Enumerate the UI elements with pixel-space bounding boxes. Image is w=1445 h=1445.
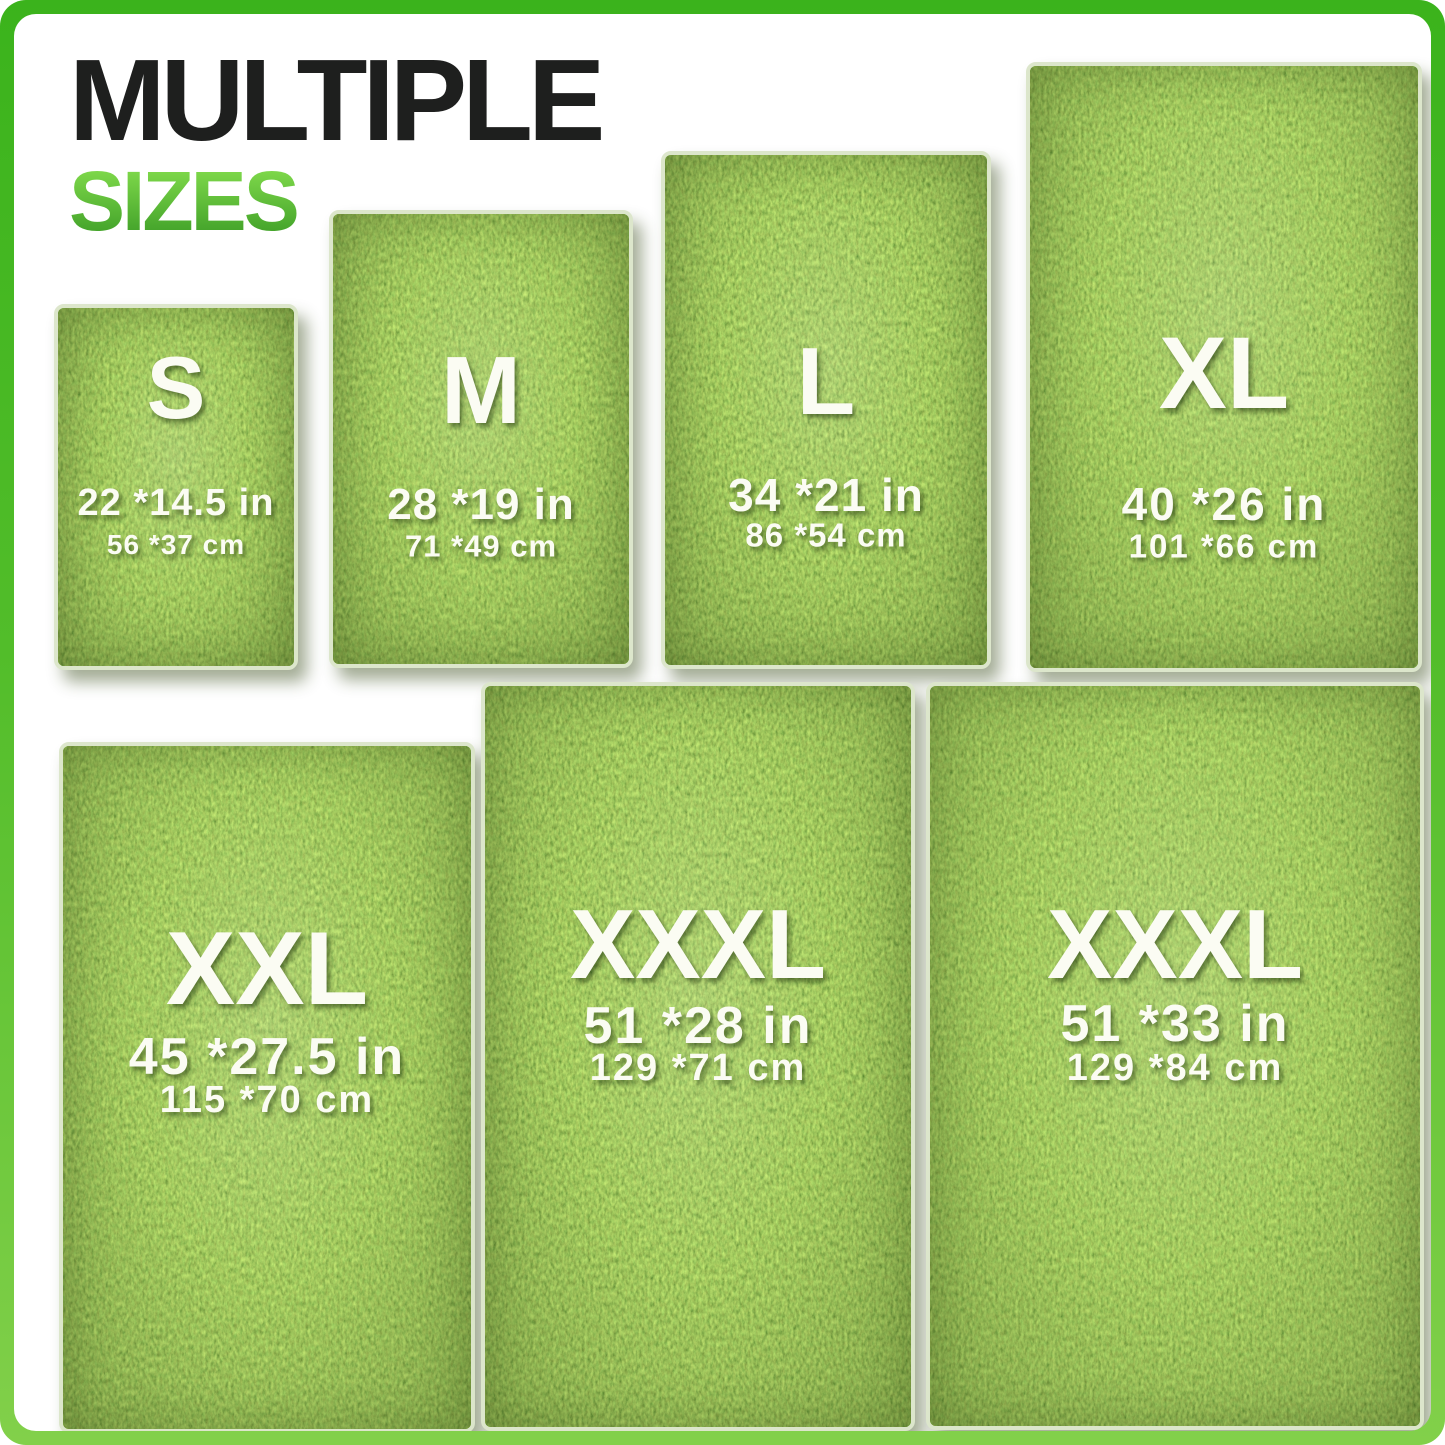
grass-texture bbox=[930, 686, 1420, 1426]
mat-vignette bbox=[63, 746, 471, 1429]
grass-mat-xxxl-2: XXXL 51 *33 in 129 *84 cm bbox=[926, 682, 1424, 1430]
mat-vignette bbox=[333, 214, 629, 664]
title-block: MULTIPLE SIZES bbox=[69, 35, 605, 248]
dimensions-cm: 129 *71 cm bbox=[589, 1047, 807, 1089]
dimensions-cm: 86 *54 cm bbox=[745, 516, 907, 554]
content-area: MULTIPLE SIZES S 22 *14.5 in 56 *37 cm M… bbox=[14, 14, 1431, 1431]
dimensions-inches: 51 *28 in bbox=[583, 997, 813, 1055]
dimensions-cm: 71 *49 cm bbox=[404, 528, 558, 564]
grass-mat-xl: XL 40 *26 in 101 *66 cm bbox=[1026, 62, 1422, 672]
mat-vignette bbox=[665, 155, 987, 665]
mat-vignette bbox=[58, 308, 294, 666]
dimensions-inches: 45 *27.5 in bbox=[128, 1028, 406, 1086]
size-label: S bbox=[146, 338, 206, 437]
mat-vignette bbox=[485, 686, 911, 1427]
grass-mat-xxxl-1: XXXL 51 *28 in 129 *71 cm bbox=[481, 682, 915, 1431]
grass-texture bbox=[485, 686, 911, 1427]
dimensions-cm: 129 *84 cm bbox=[1066, 1047, 1284, 1089]
grass-texture bbox=[665, 155, 987, 665]
dimensions-cm: 115 *70 cm bbox=[159, 1079, 375, 1121]
size-label: XXXL bbox=[570, 889, 826, 999]
grass-mat-xxl: XXL 45 *27.5 in 115 *70 cm bbox=[59, 742, 475, 1431]
dimensions-inches: 22 *14.5 in bbox=[77, 482, 275, 524]
size-label: XXL bbox=[165, 911, 369, 1027]
dimensions-inches: 28 *19 in bbox=[387, 480, 575, 529]
mat-vignette bbox=[1030, 66, 1418, 668]
title-multiple: MULTIPLE bbox=[69, 35, 605, 165]
grass-texture bbox=[1030, 66, 1418, 668]
dimensions-cm: 101 *66 cm bbox=[1128, 527, 1320, 565]
dimensions-inches: 40 *26 in bbox=[1121, 478, 1327, 530]
grass-texture bbox=[333, 214, 629, 664]
mat-vignette bbox=[930, 686, 1420, 1426]
grass-texture bbox=[58, 308, 294, 666]
dimensions-inches: 51 *33 in bbox=[1060, 995, 1290, 1053]
grass-mat-s: S 22 *14.5 in 56 *37 cm bbox=[54, 304, 298, 670]
grass-mat-l: L 34 *21 in 86 *54 cm bbox=[661, 151, 991, 669]
dimensions-inches: 34 *21 in bbox=[728, 469, 924, 521]
size-label: XXXL bbox=[1047, 889, 1303, 999]
size-label: M bbox=[441, 337, 521, 444]
grass-mat-m: M 28 *19 in 71 *49 cm bbox=[329, 210, 633, 668]
size-label: L bbox=[796, 328, 856, 435]
size-label: XL bbox=[1158, 316, 1290, 430]
dimensions-cm: 56 *37 cm bbox=[106, 529, 246, 560]
grass-texture bbox=[63, 746, 471, 1429]
title-sizes: SIZES bbox=[69, 154, 300, 248]
